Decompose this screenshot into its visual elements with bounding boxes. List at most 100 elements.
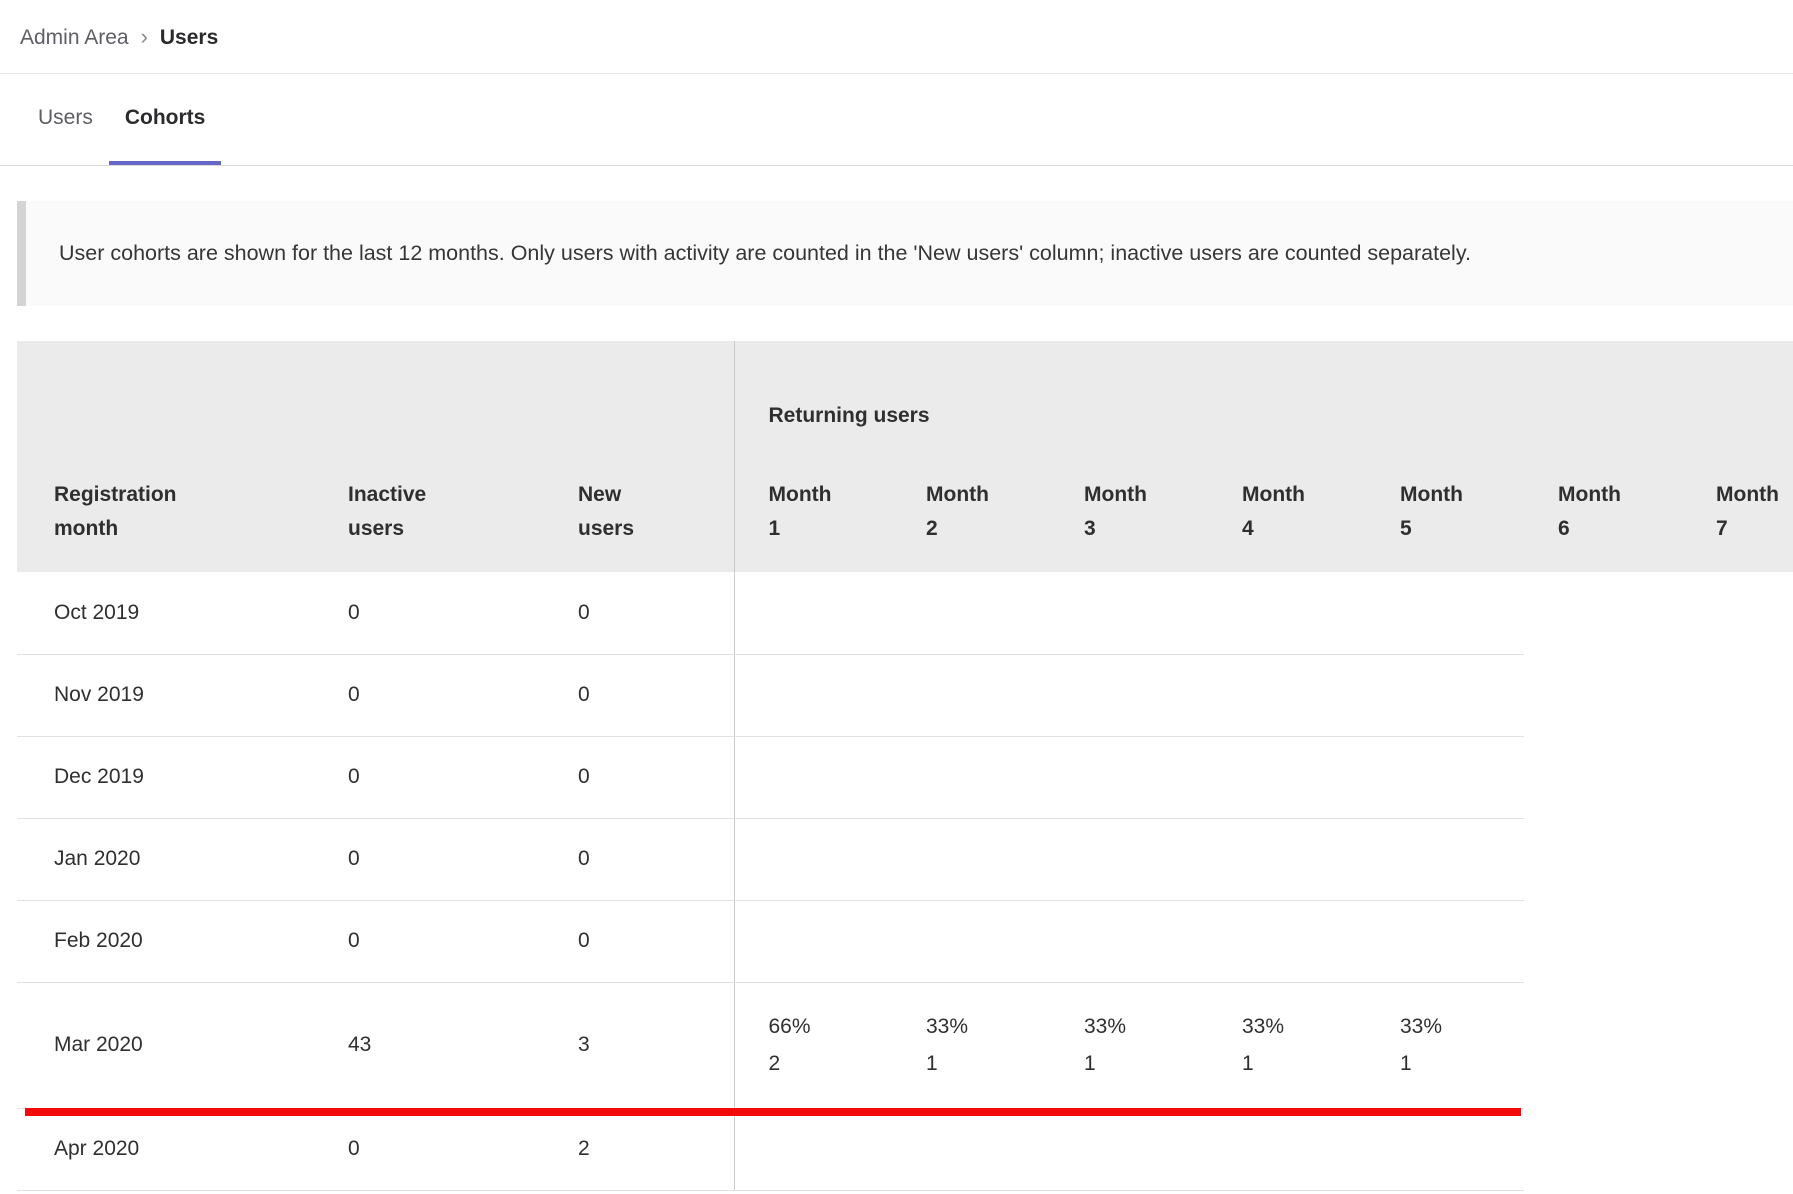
table-row-oct-2019: Oct 2019 0 0	[17, 572, 1793, 655]
cell-inactive-users: 0	[348, 572, 578, 655]
cell-month-5	[1366, 572, 1524, 655]
cell-month-2	[892, 654, 1050, 737]
cell-inactive-users: 0	[348, 654, 578, 737]
table-row-jan-2020: Jan 2020 0 0	[17, 818, 1793, 901]
cell-month-1	[733, 1108, 892, 1191]
tab-users[interactable]: Users	[38, 105, 93, 129]
group-header-row: Returning users	[17, 341, 1793, 451]
group-header-empty	[17, 341, 734, 451]
table-row-apr-2020: Apr 2020 0 2	[17, 1108, 1793, 1191]
cohorts-table-container: Returning users Registration month Inactiv…	[17, 341, 1793, 1191]
cell-month-3	[1050, 1108, 1208, 1191]
info-banner-text: User cohorts are shown for the last 12 m…	[59, 241, 1471, 265]
cell-month-7	[1682, 900, 1793, 982]
column-header-month-6: Month 6	[1524, 451, 1682, 572]
cell-new-users: 0	[578, 736, 734, 819]
table-row-nov-2019: Nov 2019 0 0	[17, 654, 1793, 737]
cell-registration-month: Feb 2020	[17, 900, 348, 983]
cell-month-2: 33% 1	[892, 982, 1050, 1109]
table-row-feb-2020: Feb 2020 0 0	[17, 900, 1793, 983]
breadcrumb: Admin Area › Users	[0, 0, 1793, 74]
cell-month-3	[1050, 572, 1208, 655]
cell-new-users: 2	[578, 1108, 734, 1191]
cell-month-5	[1366, 654, 1524, 737]
cohorts-table: Returning users Registration month Inactiv…	[17, 341, 1793, 1191]
cell-month-4	[1208, 900, 1366, 983]
cell-registration-month: Mar 2020	[17, 982, 348, 1109]
info-banner: User cohorts are shown for the last 12 m…	[17, 201, 1793, 306]
returning-users-group-header: Returning users	[733, 341, 1793, 451]
cell-month-2	[892, 572, 1050, 655]
cell-month-2	[892, 736, 1050, 819]
breadcrumb-item-admin-area[interactable]: Admin Area	[20, 25, 129, 49]
cell-month-4: 33% 1	[1208, 982, 1366, 1109]
cell-month-1	[733, 654, 892, 737]
columns-row: Registration month Inactive users New users Mo…	[17, 451, 1793, 572]
cell-month-2	[892, 818, 1050, 901]
cell-new-users: 0	[578, 572, 734, 655]
cell-registration-month: Oct 2019	[17, 572, 348, 655]
cell-month-3	[1050, 736, 1208, 819]
cell-month-5	[1366, 818, 1524, 901]
cell-inactive-users: 43	[348, 982, 578, 1109]
cell-month-7	[1682, 1108, 1793, 1190]
cohorts-table-body: Oct 2019 0 0 Nov 2019 0 0 Dec 2019 0 0 Jan 2020 0 0…	[17, 572, 1793, 1191]
cell-month-6	[1524, 982, 1682, 1108]
cell-new-users: 0	[578, 654, 734, 737]
cell-month-4	[1208, 654, 1366, 737]
cell-registration-month: Nov 2019	[17, 654, 348, 737]
cell-new-users: 0	[578, 900, 734, 983]
cell-month-1	[733, 572, 892, 655]
cell-registration-month: Apr 2020	[17, 1108, 348, 1191]
table-row-dec-2019: Dec 2019 0 0	[17, 736, 1793, 819]
cell-month-4	[1208, 736, 1366, 819]
chevron-right-icon: ›	[140, 23, 148, 49]
column-header-registration-month: Registration month	[17, 451, 348, 572]
cell-month-3	[1050, 900, 1208, 983]
cell-month-5	[1366, 1108, 1524, 1191]
cell-month-1	[733, 818, 892, 901]
cell-registration-month: Jan 2020	[17, 818, 348, 901]
red-annotation-line	[25, 1108, 1521, 1116]
cell-month-6	[1524, 1108, 1682, 1190]
cell-month-7	[1682, 572, 1793, 654]
cell-month-2	[892, 900, 1050, 983]
column-header-month-1: Month 1	[733, 451, 892, 572]
cell-month-3	[1050, 818, 1208, 901]
cell-month-6	[1524, 654, 1682, 736]
cell-month-4	[1208, 818, 1366, 901]
cell-month-5	[1366, 736, 1524, 819]
cell-month-7	[1682, 982, 1793, 1108]
column-header-month-7: Month 7	[1682, 451, 1793, 572]
cell-month-6	[1524, 572, 1682, 654]
breadcrumb-item-users: Users	[159, 25, 219, 49]
cell-month-1	[733, 736, 892, 819]
cell-month-1: 66% 2	[733, 982, 892, 1109]
cell-month-7	[1682, 654, 1793, 736]
cell-month-1	[733, 900, 892, 983]
column-header-month-2: Month 2	[892, 451, 1050, 572]
cell-month-6	[1524, 900, 1682, 982]
cell-inactive-users: 0	[348, 736, 578, 819]
column-header-month-3: Month 3	[1050, 451, 1208, 572]
cell-month-4	[1208, 1108, 1366, 1191]
cell-new-users: 0	[578, 818, 734, 901]
cell-month-6	[1524, 736, 1682, 818]
cell-inactive-users: 0	[348, 818, 578, 901]
cell-month-7	[1682, 736, 1793, 818]
column-header-inactive-users: Inactive users	[348, 451, 578, 572]
cell-inactive-users: 0	[348, 1108, 578, 1191]
cell-month-2	[892, 1108, 1050, 1191]
cell-month-3	[1050, 654, 1208, 737]
cell-month-5: 33% 1	[1366, 982, 1524, 1109]
column-header-month-4: Month 4	[1208, 451, 1366, 572]
tab-cohorts[interactable]: Cohorts	[108, 74, 222, 165]
cell-month-4	[1208, 572, 1366, 655]
cell-month-5	[1366, 900, 1524, 983]
table-row-mar-2020: Mar 2020 43 3 66% 2 33% 1 33% 1 33% 1 33% 1	[17, 982, 1793, 1109]
cell-month-7	[1682, 818, 1793, 900]
cell-new-users: 3	[578, 982, 734, 1109]
cell-registration-month: Dec 2019	[17, 736, 348, 819]
cell-inactive-users: 0	[348, 900, 578, 983]
